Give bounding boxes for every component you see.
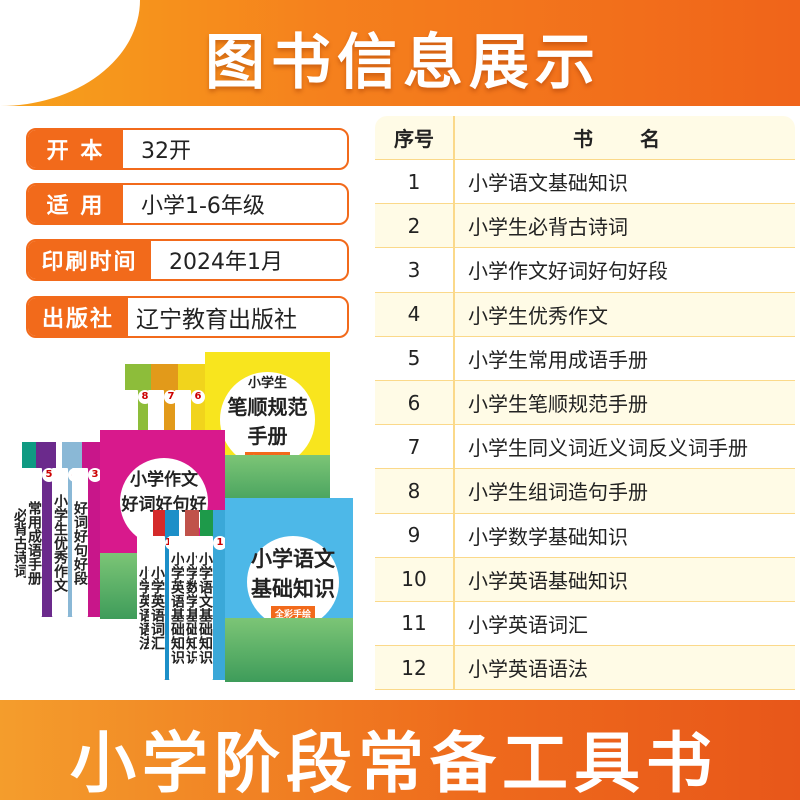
spine-title: 小学生优秀作文 (52, 468, 68, 617)
header-title: 书 名 (573, 127, 680, 151)
header-number: 序号 (375, 116, 455, 159)
row-number: 3 (375, 248, 455, 292)
info-value: 2024年1月 (169, 250, 283, 275)
table-row: 6 小学生笔顺规范手册 (375, 380, 795, 426)
volume-number: 3 (88, 468, 102, 482)
row-title: 小学生组词造句手册 (468, 480, 648, 505)
header-banner: 图书信息展示 (0, 0, 800, 106)
info-row-publisher: 出版社 辽宁教育出版社 (26, 296, 349, 338)
row-title: 小学英语基础知识 (468, 568, 628, 593)
spine-title: 好词好句好段 (72, 468, 88, 617)
footer-slogan: 小学阶段常备工具书 (70, 725, 718, 802)
row-title: 小学英语词汇 (468, 612, 588, 637)
book-spine: 1 小学语文基础知识 (197, 510, 227, 680)
spine-title: 小学数学基础知识 (184, 536, 200, 680)
cover-scene (225, 617, 353, 682)
row-title: 小学语文基础知识 (468, 171, 628, 196)
page-title: 图书信息展示 (205, 28, 601, 98)
row-number: 5 (375, 336, 455, 380)
row-title: 小学数学基础知识 (468, 524, 628, 549)
book-spine: 5 常用成语手册 (26, 442, 56, 617)
table-row: 10 小学英语基础知识 (375, 557, 795, 602)
book-cover: 小学生笔顺规范手册全彩手绘 (205, 352, 330, 511)
row-number: 12 (375, 646, 455, 690)
volume-number: 6 (191, 390, 205, 404)
cover-badge: 全彩手绘 (270, 606, 315, 621)
info-label: 出版社 (28, 298, 128, 336)
cover-title-line: 基础知识 (251, 577, 335, 601)
row-number: 6 (375, 380, 455, 425)
row-number: 1 (375, 160, 455, 204)
info-label: 适 用 (28, 185, 123, 223)
info-row-print-date: 印刷时间 2024年1月 (26, 239, 349, 281)
table-row: 1 小学语文基础知识 (375, 160, 795, 205)
table-row: 2 小学生必背古诗词 (375, 204, 795, 249)
row-number: 7 (375, 425, 455, 469)
row-number: 11 (375, 601, 455, 646)
table-row: 9 小学数学基础知识 (375, 513, 795, 558)
table-row: 12 小学英语语法 (375, 646, 795, 691)
cover-title-line: 小学语文 (251, 547, 335, 571)
row-title: 小学生必背古诗词 (468, 215, 628, 240)
info-label: 印刷时间 (28, 241, 151, 279)
row-title: 小学英语语法 (468, 657, 588, 682)
book-cover: 小学语文基础知识全彩手绘 (225, 498, 353, 682)
cover-title-line: 笔顺规范 (227, 395, 308, 419)
table-row: 7 小学生同义词近义词反义词手册 (375, 425, 795, 470)
row-number: 8 (375, 469, 455, 513)
row-number: 9 (375, 513, 455, 557)
info-row-format: 开 本 32开 (26, 128, 349, 170)
info-label: 开 本 (28, 130, 123, 168)
spine-title: 常用成语手册 (26, 468, 42, 617)
row-title: 小学生优秀作文 (468, 303, 608, 328)
table-row: 4 小学生优秀作文 (375, 292, 795, 337)
header-wave (0, 0, 140, 106)
row-title: 小学生常用成语手册 (468, 347, 648, 372)
book-spine: 3 好词好句好段 (72, 442, 102, 617)
spine-title: 小学语文基础知识 (197, 536, 213, 680)
row-number: 10 (375, 557, 455, 601)
cover-title-line: 手册 (247, 424, 288, 448)
book-list-table: 序号 书 名 1 小学语文基础知识 2 小学生必背古诗词 3 小学作文好词好句好段 4 小学生… (375, 116, 795, 691)
info-row-grade: 适 用小学1-6年级 (26, 183, 349, 225)
spine-title: 小学英语基础知识 (169, 536, 185, 680)
footer-banner: 小学阶段常备工具书 (0, 700, 800, 802)
row-number: 4 (375, 292, 455, 336)
info-value: 小学1-6年级 (141, 194, 265, 219)
cover-title-line: 小学生 (247, 376, 287, 391)
table-row: 11 小学英语词汇 (375, 601, 795, 647)
spine-title: 必背古诗词 (12, 468, 28, 617)
table-row: 5 小学生常用成语手册 (375, 336, 795, 381)
spine-title: 小学英语词汇 (149, 536, 165, 680)
row-title: 小学生同义词近义词反义词手册 (468, 436, 748, 461)
row-title: 小学生笔顺规范手册 (468, 392, 648, 417)
row-number: 2 (375, 204, 455, 248)
row-title: 小学作文好词好句好段 (468, 259, 668, 284)
table-header: 序号 书 名 (375, 116, 795, 160)
table-row: 3 小学作文好词好句好段 (375, 248, 795, 293)
info-value: 32开 (141, 139, 191, 164)
info-value: 辽宁教育出版社 (136, 307, 297, 333)
table-row: 8 小学生组词造句手册 (375, 469, 795, 514)
volume-number: 1 (213, 536, 227, 550)
cover-title-line: 小学作文 (130, 469, 198, 490)
volume-number: 7 (164, 390, 178, 404)
